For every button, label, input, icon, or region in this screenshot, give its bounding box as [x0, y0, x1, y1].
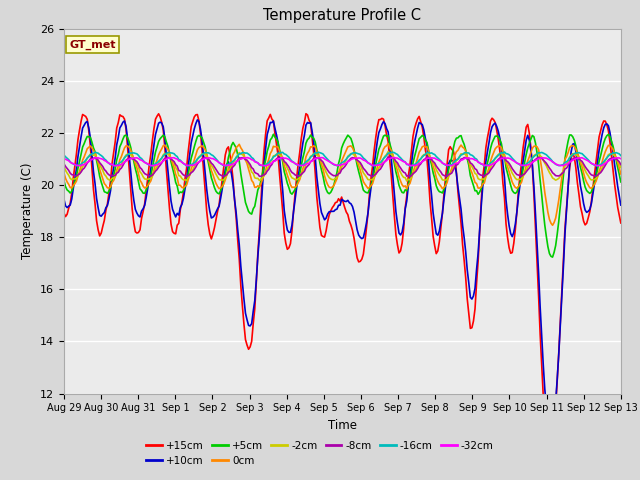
-8cm [255, 173, 263, 179]
Title: Temperature Profile C: Temperature Profile C [264, 9, 421, 24]
+10cm [617, 202, 625, 208]
-8cm [617, 162, 625, 168]
-16cm [129, 150, 136, 156]
+15cm [244, 347, 252, 352]
-16cm [244, 151, 252, 157]
0cm [589, 184, 596, 190]
+15cm [129, 207, 136, 213]
X-axis label: Time: Time [328, 419, 357, 432]
-32cm [244, 155, 252, 161]
-8cm [182, 174, 190, 180]
-16cm [226, 161, 234, 167]
0cm [303, 150, 311, 156]
+5cm [254, 187, 262, 192]
-2cm [129, 154, 136, 160]
0cm [254, 183, 262, 189]
Line: -32cm: -32cm [64, 157, 621, 166]
+10cm [246, 323, 254, 329]
-8cm [384, 154, 392, 160]
-32cm [617, 156, 625, 162]
-16cm [589, 161, 596, 167]
+15cm [254, 250, 262, 256]
+15cm [226, 152, 234, 158]
-32cm [305, 160, 313, 166]
-8cm [305, 162, 313, 168]
+10cm [305, 120, 313, 126]
Line: +10cm: +10cm [64, 120, 621, 432]
+5cm [305, 135, 313, 141]
+10cm [255, 233, 263, 239]
Line: -16cm: -16cm [64, 152, 621, 166]
-2cm [226, 166, 234, 172]
-16cm [303, 158, 311, 164]
+15cm [589, 185, 596, 191]
-8cm [589, 172, 596, 178]
Legend: +15cm, +10cm, +5cm, 0cm, -2cm, -8cm, -16cm, -32cm: +15cm, +10cm, +5cm, 0cm, -2cm, -8cm, -16… [142, 436, 498, 470]
+5cm [548, 254, 556, 260]
+10cm [129, 185, 136, 191]
-32cm [129, 156, 136, 161]
+10cm [228, 171, 236, 177]
-32cm [262, 163, 269, 169]
-2cm [589, 177, 596, 183]
Y-axis label: Temperature (C): Temperature (C) [22, 163, 35, 260]
Line: +15cm: +15cm [64, 114, 621, 454]
0cm [226, 161, 234, 167]
+5cm [226, 149, 234, 155]
Line: -8cm: -8cm [64, 157, 621, 177]
0cm [617, 171, 625, 177]
-2cm [384, 149, 392, 155]
-32cm [589, 161, 596, 167]
-16cm [254, 160, 262, 166]
+5cm [129, 152, 136, 158]
+5cm [617, 179, 625, 185]
-8cm [129, 156, 136, 162]
Line: +5cm: +5cm [64, 134, 621, 257]
+5cm [269, 132, 277, 137]
-16cm [500, 149, 508, 155]
0cm [60, 170, 68, 176]
+10cm [60, 197, 68, 203]
-32cm [226, 162, 234, 168]
-16cm [406, 163, 413, 169]
-16cm [60, 152, 68, 158]
-2cm [254, 176, 262, 181]
+10cm [193, 117, 201, 123]
-2cm [617, 165, 625, 170]
-32cm [60, 156, 68, 161]
-8cm [228, 166, 236, 172]
0cm [244, 167, 252, 172]
-32cm [254, 160, 262, 166]
-2cm [303, 159, 311, 165]
+15cm [305, 117, 313, 123]
-2cm [403, 178, 411, 184]
Text: GT_met: GT_met [70, 40, 116, 50]
-2cm [244, 161, 252, 167]
+5cm [60, 178, 68, 183]
+5cm [244, 209, 252, 215]
+10cm [547, 429, 555, 434]
+15cm [302, 111, 310, 117]
+5cm [589, 185, 596, 191]
0cm [129, 152, 136, 157]
-32cm [500, 155, 508, 160]
-2cm [60, 164, 68, 169]
Line: -2cm: -2cm [64, 152, 621, 181]
+15cm [617, 220, 625, 226]
+10cm [589, 192, 596, 197]
+15cm [60, 210, 68, 216]
Line: 0cm: 0cm [64, 144, 621, 225]
0cm [384, 141, 392, 146]
-16cm [617, 153, 625, 158]
0cm [548, 222, 556, 228]
-8cm [246, 162, 254, 168]
+15cm [546, 451, 554, 456]
-8cm [60, 161, 68, 167]
